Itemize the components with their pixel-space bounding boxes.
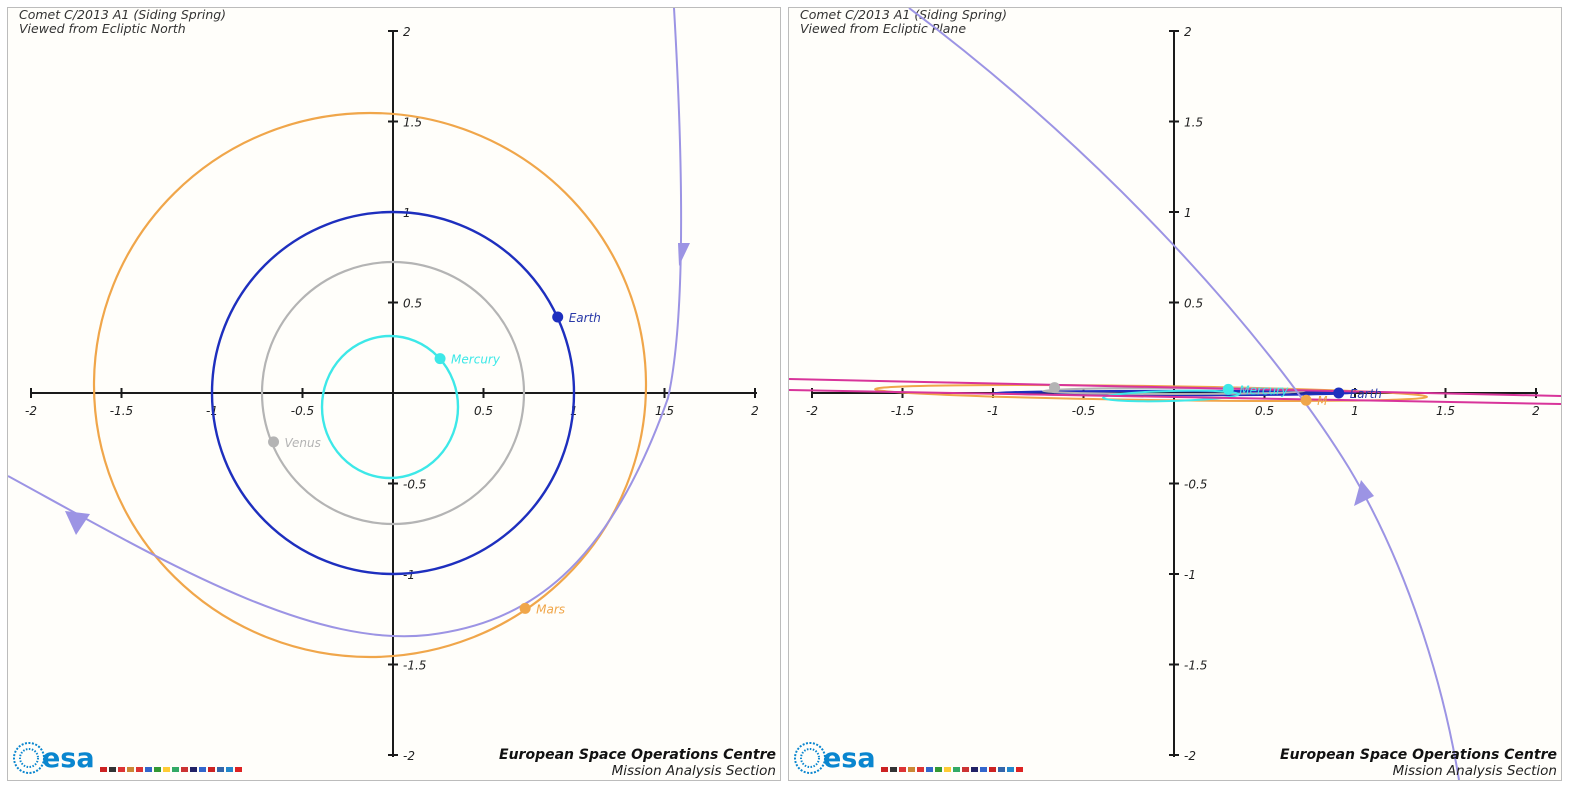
panel-ecliptic-plane: Comet C/2013 A1 (Siding Spring) Viewed f…	[788, 7, 1562, 781]
ecliptic-line	[789, 378, 1561, 397]
venus-orbit	[260, 260, 526, 526]
y-tick-label: -0.5	[403, 478, 426, 492]
x-tick-label: -2	[806, 404, 818, 418]
venus-marker	[1049, 382, 1061, 394]
footer-org: European Space Operations Centre	[1280, 747, 1557, 763]
x-tick-label: -1.5	[110, 404, 133, 418]
member-state-flags-icon	[881, 767, 1023, 772]
footer: European Space Operations Centre Mission…	[499, 747, 776, 779]
x-tick-label: -0.5	[1072, 404, 1095, 418]
x-tick-label: 0.5	[474, 404, 493, 418]
planets: Mercury Venus Earth Mars	[268, 311, 601, 616]
esa-logo-icon	[794, 742, 826, 774]
footer-org: European Space Operations Centre	[499, 747, 776, 763]
y-tick-label: -2	[403, 749, 415, 763]
panel-title: Comet C/2013 A1 (Siding Spring)	[800, 7, 1008, 22]
comet-trajectory	[8, 8, 683, 638]
x-tick-label: 2	[751, 404, 759, 418]
footer-section: Mission Analysis Section	[1392, 763, 1557, 779]
y-ticks: 2 1.5 1 0.5 -0.5 -1 -1.5 -2	[1169, 25, 1207, 763]
y-tick-label: -1.5	[1184, 659, 1207, 673]
panel-subtitle: Viewed from Ecliptic Plane	[800, 21, 967, 36]
x-tick-label: 0.5	[1255, 404, 1274, 418]
esa-logo-icon	[13, 742, 45, 774]
mars-orbit	[92, 111, 648, 659]
x-tick-label: 1	[1351, 404, 1359, 418]
comet-trajectory	[908, 8, 1460, 780]
mercury-marker	[434, 353, 446, 365]
y-tick-label: 1.5	[403, 116, 422, 130]
y-tick-label: 2	[403, 25, 411, 39]
comet-direction-arrow	[65, 511, 90, 535]
earth-orbit	[210, 210, 576, 576]
earth-label: Earth	[1350, 387, 1382, 401]
panel-header: Comet C/2013 A1 (Siding Spring) Viewed f…	[800, 8, 1007, 36]
earth-marker	[552, 311, 564, 323]
mars-label: M	[1317, 394, 1328, 408]
mercury-label: Mercury	[451, 353, 501, 367]
x-tick-label: 2	[1532, 404, 1540, 418]
member-state-flags-icon	[100, 767, 242, 772]
mercury-label: Mercury	[1239, 383, 1289, 397]
esa-logo: esa	[793, 741, 1033, 777]
y-tick-label: -2	[1184, 749, 1196, 763]
esa-logo: esa	[12, 741, 252, 777]
mars-marker	[1300, 394, 1312, 406]
y-tick-label: -1	[1184, 568, 1196, 582]
venus-label: Venus	[285, 436, 321, 450]
footer-section: Mission Analysis Section	[611, 763, 776, 779]
mars-marker	[519, 602, 531, 614]
venus-marker	[268, 436, 280, 448]
x-tick-label: -1	[987, 404, 999, 418]
mercury-orbit	[1102, 389, 1240, 403]
x-tick-label: -2	[25, 404, 37, 418]
y-tick-label: -0.5	[1184, 478, 1207, 492]
orbit-diagram-north: -2 -1.5 -1 -0.5 0.5 1 1.5 2 21.510.5-0.5-1-1.5-…	[8, 8, 759, 763]
panel-header: Comet C/2013 A1 (Siding Spring) Viewed f…	[19, 8, 226, 36]
orbit-diagram-plane: -2 -1.5 -1 -0.5 0.5 1 1.5 2 2 1.5 1 0.5 -0.5 -1 -1.5 -…	[789, 8, 1561, 780]
comet-direction-arrow	[678, 243, 690, 266]
y-tick-label: 0.5	[1184, 297, 1203, 311]
planets: Mercury Earth M	[1049, 382, 1382, 408]
y-tick-label: 1	[1184, 206, 1192, 220]
earth-label: Earth	[569, 311, 601, 325]
ecliptic-line	[789, 389, 1561, 405]
mercury-orbit	[320, 334, 460, 480]
x-tick-label: -1.5	[891, 404, 914, 418]
x-tick-label: -0.5	[291, 404, 314, 418]
y-tick-label: 1.5	[1184, 116, 1203, 130]
y-tick-label: 0.5	[403, 297, 422, 311]
y-tick-label: 2	[1184, 25, 1192, 39]
mercury-marker	[1222, 383, 1234, 395]
y-tick-label: -1.5	[403, 659, 426, 673]
x-ticks: -2 -1.5 -1 -0.5 0.5 1 1.5 2	[25, 388, 759, 418]
footer: European Space Operations Centre Mission…	[1280, 747, 1557, 779]
panel-ecliptic-north: Comet C/2013 A1 (Siding Spring) Viewed f…	[7, 7, 781, 781]
esa-logo-text: esa	[42, 743, 95, 774]
mars-label: Mars	[536, 602, 565, 616]
comet-direction-arrow	[1354, 480, 1374, 506]
panel-subtitle: Viewed from Ecliptic North	[19, 21, 186, 36]
panel-title: Comet C/2013 A1 (Siding Spring)	[19, 7, 227, 22]
y-tick-label: -1	[403, 568, 415, 582]
esa-logo-text: esa	[823, 743, 876, 774]
earth-marker	[1333, 387, 1345, 399]
x-tick-label: 1.5	[1436, 404, 1455, 418]
x-tick-label: 1.5	[655, 404, 674, 418]
